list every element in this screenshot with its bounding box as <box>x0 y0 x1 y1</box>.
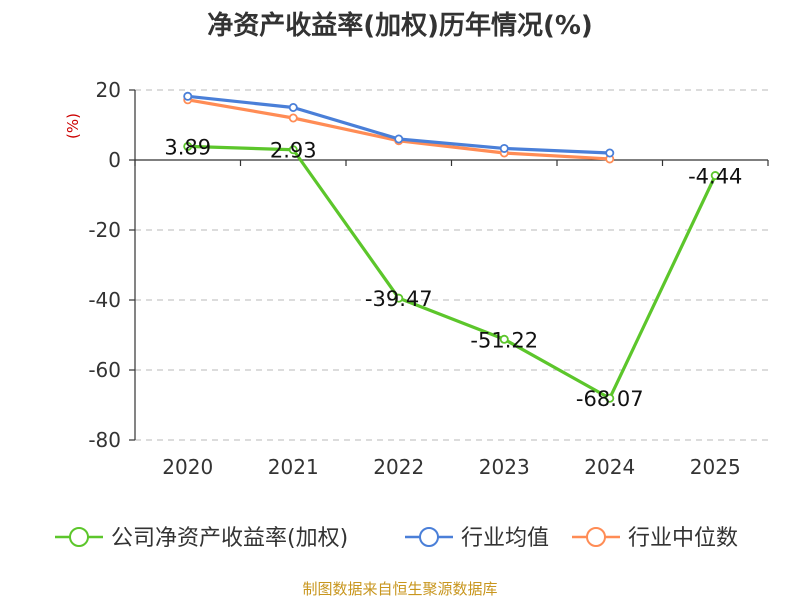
industry-mean-point <box>394 134 404 144</box>
legend-marker-2 <box>586 527 606 547</box>
legend-label-2: 行业中位数 <box>628 526 738 551</box>
legend-marker-0 <box>69 527 89 547</box>
x-tick-label-2025: 2025 <box>690 455 741 479</box>
x-tick-label-2021: 2021 <box>268 455 319 479</box>
data-label: -39.47 <box>365 287 433 311</box>
y-axis-unit-label: (%) <box>64 113 82 139</box>
company-roe-point <box>710 171 720 181</box>
industry-mean-point <box>183 91 193 101</box>
chart-title: 净资产收益率(加权)历年情况(%) <box>207 10 593 41</box>
legend-label-0: 公司净资产收益率(加权) <box>111 526 348 551</box>
y-tick-label: 20 <box>96 78 121 102</box>
company-roe-point <box>288 145 298 155</box>
x-tick-label-2022: 2022 <box>373 455 424 479</box>
company-roe-point <box>394 293 404 303</box>
company-roe-point <box>183 141 193 151</box>
x-tick-label-2020: 2020 <box>162 455 213 479</box>
legend-marker-1 <box>419 527 439 547</box>
axes: 20 0 -20 -40 -60 -80 2020 2021 2022 2023 2024 2025 <box>88 78 769 479</box>
company-roe-point <box>499 334 509 344</box>
data-label: 2.93 <box>270 139 317 163</box>
data-label: -51.22 <box>470 328 538 352</box>
company-roe-line <box>187 144 717 400</box>
industry-mean-point <box>605 148 615 158</box>
y-tick-label: -40 <box>88 288 121 312</box>
x-tick-label-2024: 2024 <box>584 455 635 479</box>
industry-mean-point <box>499 143 509 153</box>
y-tick-label: -20 <box>88 218 121 242</box>
legend-label-1: 行业均值 <box>461 526 549 551</box>
source-note: 制图数据来自恒生聚源数据库 <box>302 580 497 598</box>
x-tick-label-2023: 2023 <box>479 455 530 479</box>
data-labels: 3.89 2.93 -39.47 -51.22 -68.07 -4.44 <box>164 135 742 411</box>
industry-median-point <box>288 113 298 123</box>
legend: 公司净资产收益率(加权) 行业均值 行业中位数 <box>55 526 738 551</box>
industry-mean-point <box>288 103 298 113</box>
y-tick-label: -80 <box>88 428 121 452</box>
series-lines <box>183 91 720 403</box>
data-label: -4.44 <box>688 165 742 189</box>
y-tick-label: -60 <box>88 358 121 382</box>
data-label: 3.89 <box>164 135 211 159</box>
company-roe-point <box>605 393 615 403</box>
data-label: -68.07 <box>576 387 644 411</box>
y-tick-label: 0 <box>108 148 121 172</box>
